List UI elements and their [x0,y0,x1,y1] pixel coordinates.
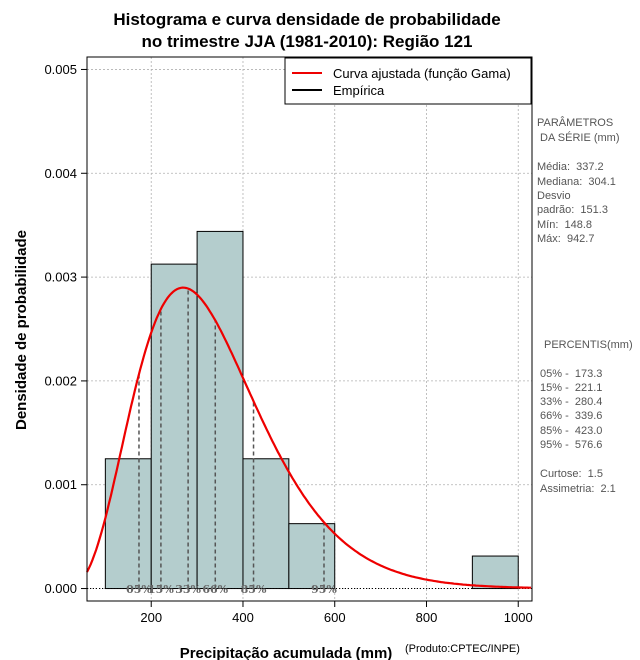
y-axis: 0.000 0.001 0.002 0.003 0.004 0.005 [44,62,87,596]
chart-title-line-1: Histograma e curva densidade de probabil… [113,10,500,29]
param-mean: Média: 337.2 [537,161,604,173]
y-tick-label-1: 0.001 [44,477,77,492]
percentile-label-85%: 85% [241,583,267,596]
chart-title-line-2: no trimestre JJA (1981-2010): Região 121 [141,32,472,51]
y-tick-label-0: 0.000 [44,581,77,596]
source-note: (Produto:CPTEC/INPE) [405,643,520,655]
param-min: Mín: 148.8 [537,219,592,231]
kurtosis: Curtose: 1.5 [540,468,603,480]
percentile-lines [138,288,325,589]
y-tick-label-3: 0.003 [44,270,77,285]
percentil-95: 95% - 576.6 [540,439,602,451]
percentile-label-15%: 15% [148,583,174,596]
legend-empirical-label: Empírica [333,83,385,98]
x-tick-label-4: 1000 [504,610,533,625]
percentil-05: 05% - 173.3 [540,368,602,380]
percentile-label-33%: 33% [175,583,201,596]
skewness: Assimetria: 2.1 [540,483,616,495]
histogram-bar-2 [196,230,244,590]
x-tick-label-2: 600 [324,610,346,625]
percentile-label-66%: 66% [202,583,228,596]
histogram-bar-0 [104,458,152,590]
percentile-labels: 05%15% 33% 66% 85% 95% [126,583,337,596]
x-axis: 200 400 600 800 1000 [140,601,533,625]
percentil-66: 66% - 339.6 [540,410,602,422]
histogram-bar-3 [242,458,290,590]
percentil-33: 33% - 280.4 [540,396,602,408]
percentis-title: PERCENTIS(mm) [544,339,633,351]
params-title-line-2: DA SÉRIE (mm) [537,131,620,144]
y-tick-label-2: 0.002 [44,373,77,388]
percentile-label-95%: 95% [311,583,337,596]
legend: Curva ajustada (função Gama) Empírica [284,57,532,105]
legend-box [284,57,532,105]
param-desvio: Desvio [537,190,571,202]
y-tick-label-5: 0.005 [44,62,77,77]
param-median: Mediana: 304.1 [537,176,616,188]
y-axis-label: Densidade de probabilidade [13,230,30,430]
histogram-bars [104,230,519,590]
percentil-15: 15% - 221.1 [540,382,602,394]
histogram-bar-4 [288,523,336,590]
x-tick-label-3: 800 [416,610,438,625]
fitted-gamma-curve [86,286,532,589]
x-tick-label-1: 400 [232,610,254,625]
plot-frame [86,56,533,602]
params-title-line-1: PARÂMETROS [537,116,613,129]
param-max: Máx: 942.7 [537,233,594,245]
x-tick-label-0: 200 [140,610,162,625]
percentil-85: 85% - 423.0 [540,425,602,437]
percentile-label-05%: 05% [126,583,152,596]
histogram-bar-8 [471,555,519,590]
y-tick-label-4: 0.004 [44,166,77,181]
param-std: padrão: 151.3 [537,204,608,216]
side-panel: PARÂMETROS DA SÉRIE (mm) Média: 337.2 Me… [537,116,633,495]
legend-curve-label: Curva ajustada (função Gama) [333,66,511,81]
x-axis-label: Precipitação acumulada (mm) [180,645,393,660]
histogram-bar-1 [150,263,198,590]
fitted-curve-layer [86,286,532,589]
